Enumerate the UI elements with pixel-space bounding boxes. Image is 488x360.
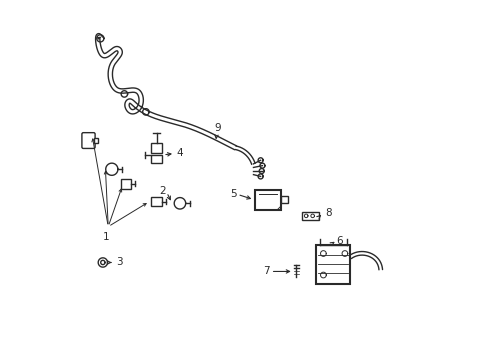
Bar (281, 196, 287, 203)
Bar (301, 212, 319, 220)
Text: 2: 2 (160, 186, 166, 197)
Bar (255, 190, 281, 210)
Text: 5: 5 (229, 189, 236, 199)
Bar (151, 155, 162, 163)
Text: 4: 4 (176, 148, 183, 158)
FancyBboxPatch shape (81, 133, 95, 148)
Text: 1: 1 (103, 232, 109, 242)
Text: 3: 3 (116, 257, 122, 267)
Text: 6: 6 (335, 236, 342, 246)
Text: 7: 7 (263, 266, 269, 276)
Bar (121, 179, 131, 189)
Bar (151, 197, 162, 206)
Text: 9: 9 (214, 123, 221, 134)
Bar (151, 143, 162, 153)
Bar (316, 244, 349, 284)
Bar (94, 138, 98, 143)
Text: 8: 8 (324, 208, 331, 218)
